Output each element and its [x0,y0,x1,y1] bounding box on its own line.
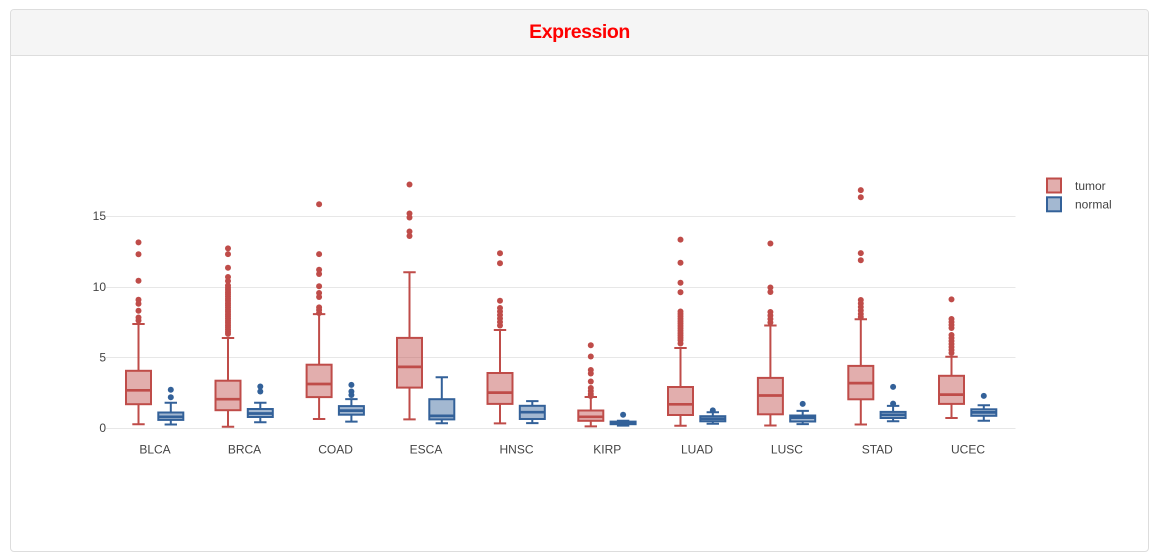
svg-text:LUAD: LUAD [681,443,713,457]
svg-text:BRCA: BRCA [228,443,261,457]
svg-text:0: 0 [99,421,106,435]
svg-text:ESCA: ESCA [410,443,443,457]
svg-text:LUSC: LUSC [771,443,803,457]
svg-text:KIRP: KIRP [593,443,621,457]
svg-text:BLCA: BLCA [139,443,170,457]
svg-text:15: 15 [93,209,107,223]
svg-text:STAD: STAD [862,443,893,457]
svg-text:HNSC: HNSC [499,443,533,457]
svg-text:5: 5 [99,351,106,365]
svg-text:10: 10 [93,280,107,294]
svg-text:UCEC: UCEC [951,443,985,457]
svg-text:COAD: COAD [318,443,353,457]
svg-text:normal: normal [1075,198,1112,212]
svg-text:tumor: tumor [1075,179,1106,193]
